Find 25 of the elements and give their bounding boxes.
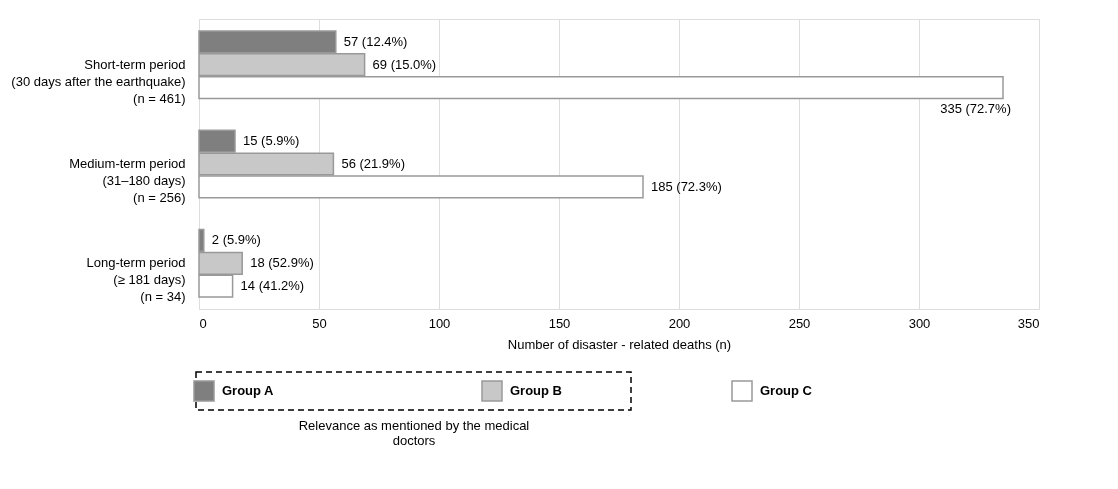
legend-label: Group B (510, 383, 562, 398)
y-tick-label: Short-term period (30 days after the earthquake) (n = 461) (11, 56, 186, 106)
legend-label: Group A (222, 383, 275, 398)
x-tick-label: 100 (428, 315, 451, 331)
data-label: 15 (5.9%) (243, 133, 300, 149)
text: Relevance as mentioned by the medical doctors (298, 418, 530, 448)
data-label: 69 (15.0%) (372, 56, 437, 72)
x-tick-label: 350 (1017, 315, 1040, 331)
legend-label: Group C (760, 383, 813, 398)
x-tick-label: 50 (312, 315, 327, 331)
data-label: 185 (72.3%) (651, 178, 722, 194)
data-label: 14 (41.2%) (240, 278, 305, 294)
data-label: 335 (72.7%) (940, 100, 1011, 116)
data-label: 56 (21.9%) (341, 156, 405, 171)
x-tick-label: 150 (548, 315, 571, 331)
x-tick-label: 200 (668, 315, 691, 331)
y-tick-label: Long-term period (≥ 181 days) (n = 34) (86, 255, 186, 305)
x-axis-title: Number of disaster - related deaths (n) (507, 336, 732, 352)
x-tick-label: 250 (788, 315, 811, 331)
data-label: 18 (52.9%) (250, 255, 314, 271)
data-label: 57 (12.4%) (343, 33, 408, 49)
x-tick-label: 300 (908, 315, 931, 331)
y-tick-label: Medium-term period (31–180 days) (n = 256) (69, 156, 186, 205)
x-tick-label: 0 (199, 315, 207, 331)
data-label: 2 (5.9%) (211, 232, 261, 248)
